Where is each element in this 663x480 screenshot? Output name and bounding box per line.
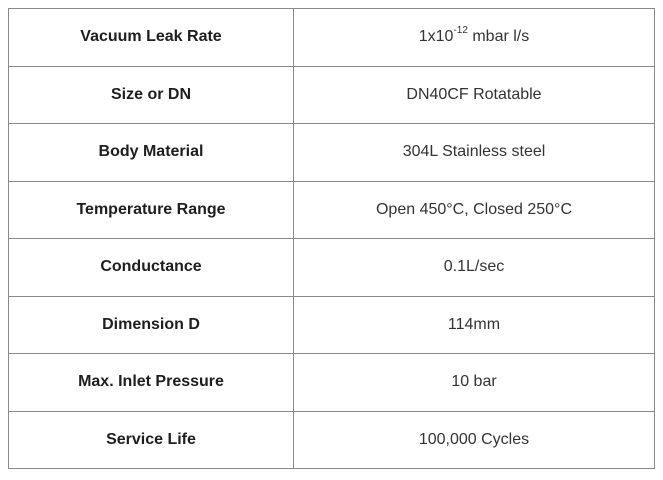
spec-label: Temperature Range bbox=[8, 180, 294, 239]
value-unit: mbar l/s bbox=[467, 28, 530, 46]
table-row: Size or DN DN40CF Rotatable bbox=[8, 65, 655, 124]
table-row: Temperature Range Open 450°C, Closed 250… bbox=[8, 180, 655, 239]
spec-value: 1x10-12 mbar l/s bbox=[293, 8, 655, 67]
table-row: Vacuum Leak Rate 1x10-12 mbar l/s bbox=[8, 8, 655, 67]
spec-label: Max. Inlet Pressure bbox=[8, 353, 294, 412]
table-row: Service Life 100,000 Cycles bbox=[8, 410, 655, 469]
specifications-table: Vacuum Leak Rate 1x10-12 mbar l/s Size o… bbox=[8, 8, 655, 469]
spec-value: 10 bar bbox=[293, 353, 655, 412]
spec-label: Service Life bbox=[8, 410, 294, 469]
spec-label: Vacuum Leak Rate bbox=[8, 8, 294, 67]
spec-label: Size or DN bbox=[8, 65, 294, 124]
spec-label: Dimension D bbox=[8, 295, 294, 354]
table-row: Dimension D 114mm bbox=[8, 295, 655, 354]
spec-value: 114mm bbox=[293, 295, 655, 354]
spec-value: Open 450°C, Closed 250°C bbox=[293, 180, 655, 239]
spec-value: 0.1L/sec bbox=[293, 238, 655, 297]
spec-label: Body Material bbox=[8, 123, 294, 182]
value-exponent: -12 bbox=[453, 25, 468, 37]
value-base: 1x10 bbox=[418, 28, 454, 46]
spec-value: 304L Stainless steel bbox=[293, 123, 655, 182]
table-row: Max. Inlet Pressure 10 bar bbox=[8, 353, 655, 412]
spec-value: 100,000 Cycles bbox=[293, 410, 655, 469]
table-row: Conductance 0.1L/sec bbox=[8, 238, 655, 297]
table-row: Body Material 304L Stainless steel bbox=[8, 123, 655, 182]
spec-label: Conductance bbox=[8, 238, 294, 297]
spec-value: DN40CF Rotatable bbox=[293, 65, 655, 124]
